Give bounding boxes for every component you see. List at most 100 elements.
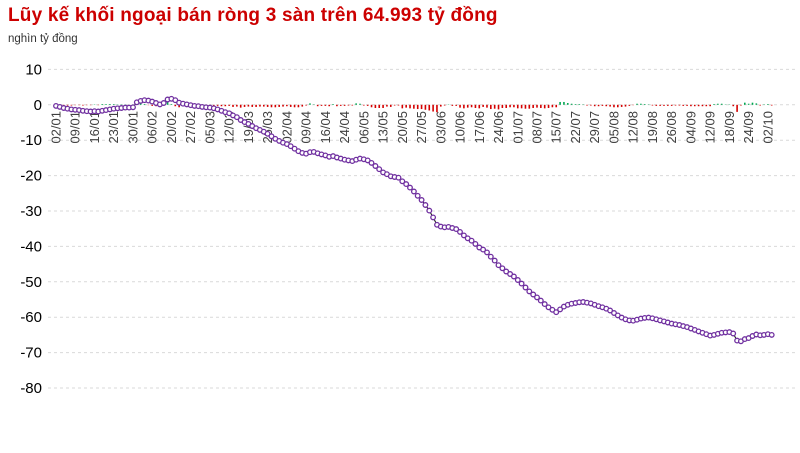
x-tick-label: 05/08 [606, 111, 621, 144]
daily-bar [359, 103, 361, 105]
daily-bar [224, 104, 227, 107]
y-axis-labels: 10 0 -10 -20 -30 -40 -50 -60 -70 -80 [20, 61, 42, 397]
y-tick-label: 0 [34, 97, 42, 114]
daily-bar [212, 104, 215, 106]
x-tick-label: 26/08 [664, 111, 679, 144]
x-tick-label: 19/03 [241, 111, 256, 144]
daily-bar [105, 104, 107, 105]
x-tick-label: 29/07 [587, 111, 602, 144]
daily-bar [251, 104, 254, 107]
y-tick-label: -70 [20, 345, 42, 362]
daily-bar [667, 104, 669, 106]
daily-bar [336, 104, 338, 107]
x-tick-label: 12/08 [626, 111, 641, 144]
x-tick-label: 02/04 [279, 111, 294, 144]
daily-bar [332, 104, 334, 105]
daily-bar [574, 104, 577, 105]
x-tick-label: 16/01 [87, 111, 102, 144]
data-point-marker [372, 163, 379, 169]
data-point-marker [768, 331, 775, 338]
daily-bar [143, 104, 146, 105]
daily-bar [278, 104, 280, 107]
daily-bar [759, 104, 761, 106]
daily-bar [101, 104, 103, 105]
daily-bar [501, 104, 504, 108]
data-point-marker [287, 143, 294, 150]
daily-bar [247, 104, 250, 107]
daily-bar [701, 104, 704, 107]
x-tick-label: 13/05 [376, 111, 391, 144]
daily-bar [713, 104, 715, 105]
daily-bar [243, 104, 246, 107]
daily-bar [320, 104, 323, 106]
y-tick-label: -60 [20, 309, 42, 326]
daily-bar [490, 104, 492, 110]
data-point-marker [499, 265, 506, 272]
data-point-marker [491, 257, 498, 264]
x-tick-label: 30/01 [125, 111, 140, 144]
data-point-marker [537, 297, 544, 304]
line-markers [53, 95, 775, 345]
data-point-marker [399, 178, 406, 185]
daily-bar [559, 101, 561, 105]
daily-bar [293, 104, 296, 108]
data-point-marker [480, 246, 487, 253]
daily-bar [478, 104, 481, 109]
daily-bar [324, 104, 327, 106]
daily-bar [451, 104, 454, 106]
daily-bar [443, 104, 446, 106]
daily-bar [220, 104, 223, 107]
daily-bar [270, 104, 273, 108]
x-tick-label: 05/03 [202, 111, 217, 144]
daily-bar [720, 103, 723, 105]
daily-bar [536, 104, 538, 108]
data-point-marker [430, 214, 437, 221]
daily-bar [139, 103, 142, 105]
daily-bar [586, 104, 588, 106]
daily-bar [239, 104, 242, 108]
daily-bar [228, 104, 230, 106]
daily-bar [470, 104, 473, 108]
x-tick-label: 09/04 [299, 111, 314, 144]
daily-bar [401, 104, 404, 109]
daily-bar [690, 104, 692, 107]
data-point-marker [264, 130, 271, 137]
daily-bar [486, 104, 488, 108]
daily-bar [366, 104, 369, 106]
daily-bar [82, 104, 84, 106]
y-tick-label: -80 [20, 380, 42, 397]
data-point-marker [376, 166, 383, 173]
daily-bar [590, 104, 592, 106]
x-tick-label: 24/09 [741, 111, 756, 144]
daily-bar [613, 104, 615, 108]
daily-bar [463, 104, 465, 109]
daily-bar [593, 104, 596, 107]
daily-bar [382, 104, 384, 108]
x-tick-label: 06/02 [145, 111, 160, 144]
daily-bar [282, 104, 284, 107]
daily-bar [112, 104, 115, 105]
x-tick-label: 12/03 [222, 111, 237, 144]
daily-bar [301, 104, 304, 107]
daily-bar [474, 104, 477, 108]
daily-bar [532, 104, 534, 108]
y-tick-label: -50 [20, 274, 42, 291]
data-point-marker [526, 288, 533, 295]
data-point-marker [522, 284, 529, 291]
x-tick-label: 04/09 [683, 111, 698, 144]
daily-bar [663, 104, 665, 106]
daily-bar [605, 104, 608, 107]
x-tick-label: 09/01 [68, 111, 83, 144]
daily-bar [566, 103, 569, 105]
data-point-marker [368, 159, 375, 166]
data-point-marker [468, 237, 475, 244]
data-point-marker [530, 291, 537, 298]
data-point-marker [518, 280, 525, 287]
daily-bar [255, 104, 257, 107]
data-point-marker [557, 306, 564, 313]
x-tick-label: 24/04 [337, 111, 352, 144]
daily-bar [432, 104, 434, 112]
daily-bar [343, 104, 346, 106]
